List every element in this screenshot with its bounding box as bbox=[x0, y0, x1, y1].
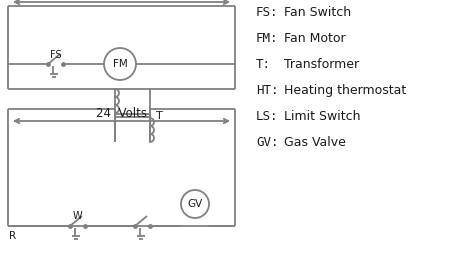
Text: W: W bbox=[72, 211, 82, 221]
Text: 24  Volts: 24 Volts bbox=[96, 107, 147, 120]
Text: FS:: FS: bbox=[256, 6, 279, 19]
Text: 120 Volts: 120 Volts bbox=[94, 0, 149, 1]
Text: GV:: GV: bbox=[256, 136, 279, 149]
Text: T:: T: bbox=[256, 58, 271, 71]
Text: Fan Switch: Fan Switch bbox=[284, 6, 351, 19]
Text: Heating thermostat: Heating thermostat bbox=[284, 84, 406, 97]
Text: Gas Valve: Gas Valve bbox=[284, 136, 346, 149]
Text: FM:: FM: bbox=[256, 32, 279, 45]
Text: Transformer: Transformer bbox=[284, 58, 359, 71]
Text: GV: GV bbox=[187, 199, 202, 209]
Text: FM: FM bbox=[113, 59, 128, 69]
Text: Limit Switch: Limit Switch bbox=[284, 110, 361, 123]
Text: Fan Motor: Fan Motor bbox=[284, 32, 346, 45]
Text: T: T bbox=[156, 111, 163, 121]
Text: HT:: HT: bbox=[256, 84, 279, 97]
Text: R: R bbox=[9, 231, 16, 241]
Text: LS:: LS: bbox=[256, 110, 279, 123]
Text: FS: FS bbox=[50, 50, 62, 60]
